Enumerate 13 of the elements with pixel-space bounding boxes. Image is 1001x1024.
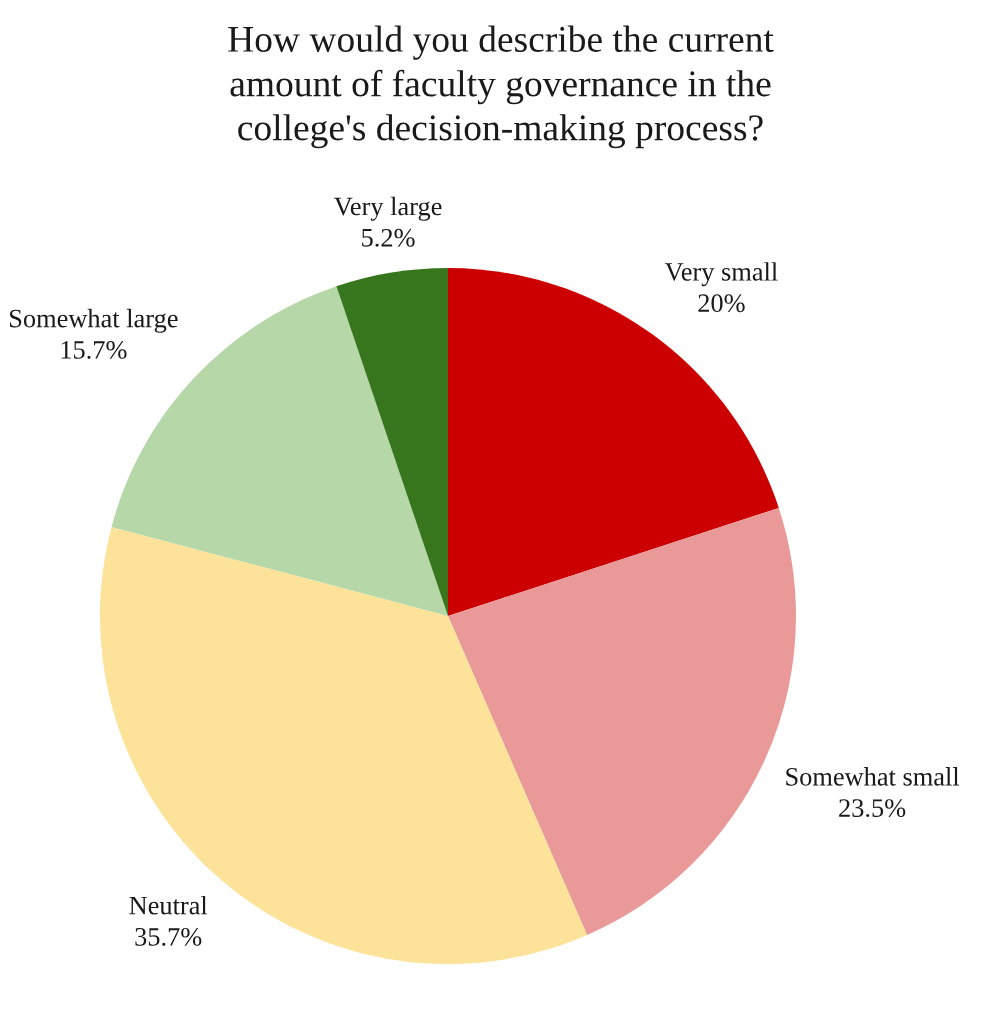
data-label: 20%: [698, 294, 745, 313]
data-label: 15.7%: [61, 340, 127, 359]
slice-label: Very small: [664, 262, 778, 287]
data-label: 5.2%: [362, 228, 415, 247]
slice-label: Somewhat small: [786, 767, 960, 786]
pie-slice: [336, 267, 448, 616]
slice-label: Somewhat large: [9, 308, 178, 333]
data-label: 23.5%: [839, 799, 906, 818]
chart-title: How would you describe the current amount of faculty governance in the college's decision-making process?: [228, 25, 774, 149]
pie-slice: [100, 526, 588, 964]
slice-label: Very large: [334, 196, 442, 221]
data-label: 35.7%: [135, 927, 202, 946]
slice-label: Neutral: [129, 895, 208, 915]
